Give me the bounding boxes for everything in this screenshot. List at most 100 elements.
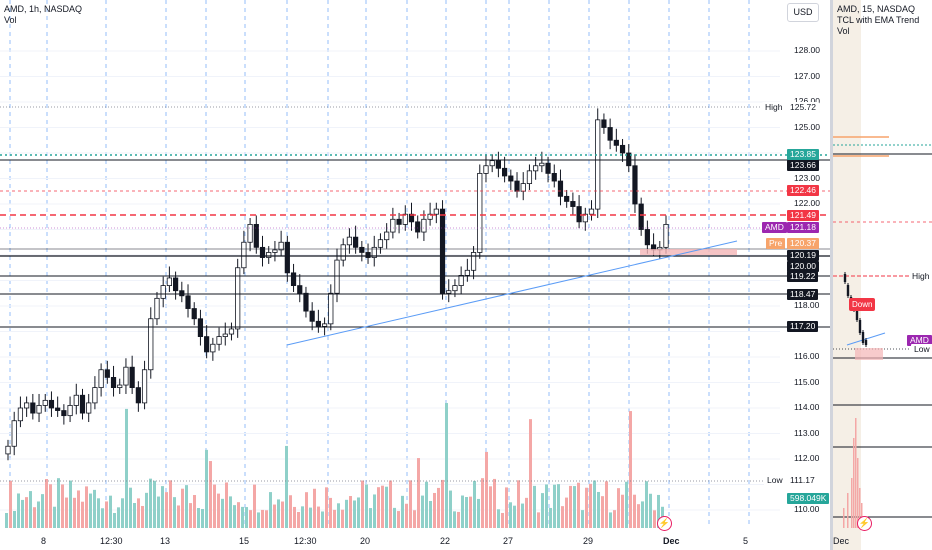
volume-bar xyxy=(629,411,632,528)
volume-bar xyxy=(13,510,16,528)
price-tick-label: 127.00 xyxy=(794,70,820,81)
candle-body xyxy=(495,160,501,169)
candle-body xyxy=(241,241,247,269)
candle-body xyxy=(570,201,576,207)
volume-bar xyxy=(337,503,340,528)
volume-bar xyxy=(333,509,336,528)
volume-bar xyxy=(65,497,68,528)
secondary-legend-title: AMD, 15, NASDAQ xyxy=(837,4,916,14)
candle-body xyxy=(557,180,564,197)
volume-bar xyxy=(321,511,324,528)
volume-bar xyxy=(353,500,356,528)
candle-body xyxy=(340,244,346,261)
volume-bar xyxy=(585,487,588,528)
volume-bar xyxy=(461,495,464,528)
candle-body xyxy=(334,259,340,294)
volume-bar xyxy=(577,482,580,528)
volume-bar xyxy=(549,507,552,528)
secondary-time-tick: Dec xyxy=(833,536,850,546)
mini-volume-bar xyxy=(851,478,853,528)
candle-body xyxy=(92,387,98,404)
level-123-66: 123.66 xyxy=(787,160,819,171)
time-tick-label: Dec xyxy=(663,536,680,546)
volume-bar xyxy=(569,485,572,528)
volume-bar xyxy=(205,449,208,528)
candle-body xyxy=(216,336,222,345)
volume-bar xyxy=(513,505,516,528)
candle-body xyxy=(353,236,359,248)
volume-bar xyxy=(105,501,108,528)
time-tick-label: 8 xyxy=(41,536,47,546)
volume-bar xyxy=(509,502,512,528)
candle-body xyxy=(377,239,384,248)
candle-body xyxy=(601,119,607,128)
secondary-lightning-icon[interactable]: ⚡ xyxy=(857,516,872,531)
volume-bar xyxy=(189,503,192,528)
volume-bar xyxy=(149,478,152,528)
candle-body xyxy=(533,165,539,172)
candle-body xyxy=(104,369,110,378)
volume-bar xyxy=(537,512,540,528)
volume-bar xyxy=(325,487,328,528)
level-118-47: 118.47 xyxy=(787,289,819,300)
candle-body xyxy=(328,292,334,325)
volume-bar xyxy=(469,496,472,528)
candle-body xyxy=(48,399,55,409)
candle-body xyxy=(5,445,11,455)
candle-body xyxy=(663,223,669,248)
candle-body xyxy=(365,252,371,258)
mini-candle-body xyxy=(864,340,868,345)
candle-body xyxy=(179,290,185,297)
mini-candle-body xyxy=(843,274,847,282)
main-chart-panel[interactable]: AMD, 1h, NASDAQ Vol USD 128.00 127.00 126.… xyxy=(0,0,830,550)
volume-bar xyxy=(389,480,392,528)
volume-bar xyxy=(185,485,188,528)
volume-bar xyxy=(133,503,136,528)
candle-body xyxy=(371,246,377,258)
secondary-legend: AMD, 15, NASDAQ TCL with EMA Trend Vol xyxy=(837,4,919,37)
secondary-chart-canvas[interactable] xyxy=(833,0,932,550)
volume-bar xyxy=(609,512,612,528)
volume-bar xyxy=(317,506,320,528)
lightning-icon[interactable]: ⚡ xyxy=(657,516,672,531)
time-tick-label: 12:30 xyxy=(294,536,317,546)
volume-bar xyxy=(97,498,100,528)
time-tick-label: 15 xyxy=(239,536,250,546)
volume-bar xyxy=(481,478,484,528)
volume-bar xyxy=(501,512,504,528)
pane-divider[interactable] xyxy=(830,0,833,550)
level-117-20: 117.20 xyxy=(787,321,819,332)
volume-bar xyxy=(257,512,260,528)
volume-bar xyxy=(277,499,280,528)
secondary-legend-indicator: TCL with EMA Trend xyxy=(837,15,920,25)
candle-body xyxy=(384,231,390,241)
volume-bar xyxy=(385,486,388,528)
volume-bar xyxy=(505,487,508,528)
volume-bar xyxy=(113,512,116,528)
mini-volume-bar xyxy=(861,503,863,528)
volume-bar xyxy=(181,488,184,528)
secondary-chart-panel[interactable]: AMD, 15, NASDAQ TCL with EMA Trend Vol H… xyxy=(833,0,932,550)
candle-body xyxy=(545,162,551,174)
mini-volume-bar xyxy=(847,493,849,528)
candle-body xyxy=(526,170,533,185)
price-tick-label: 112.00 xyxy=(794,453,820,463)
candle-body xyxy=(17,407,24,422)
level-119-22: 119.22 xyxy=(787,271,819,282)
currency-button[interactable]: USD xyxy=(787,3,819,22)
volume-bar xyxy=(53,506,56,528)
volume-bar xyxy=(637,504,640,528)
candle-body xyxy=(595,119,601,210)
candle-body xyxy=(11,420,17,447)
volume-bar xyxy=(381,485,384,528)
candle-body xyxy=(55,407,61,411)
volume-bar xyxy=(465,497,468,528)
volume-bar xyxy=(33,507,36,528)
volume-bar xyxy=(173,497,176,528)
volume-bar xyxy=(493,478,496,528)
candle-body xyxy=(284,241,290,274)
main-chart-canvas[interactable] xyxy=(0,0,830,550)
volume-bar xyxy=(161,486,164,528)
volume-bar xyxy=(245,507,248,528)
volume-bar xyxy=(521,503,524,528)
